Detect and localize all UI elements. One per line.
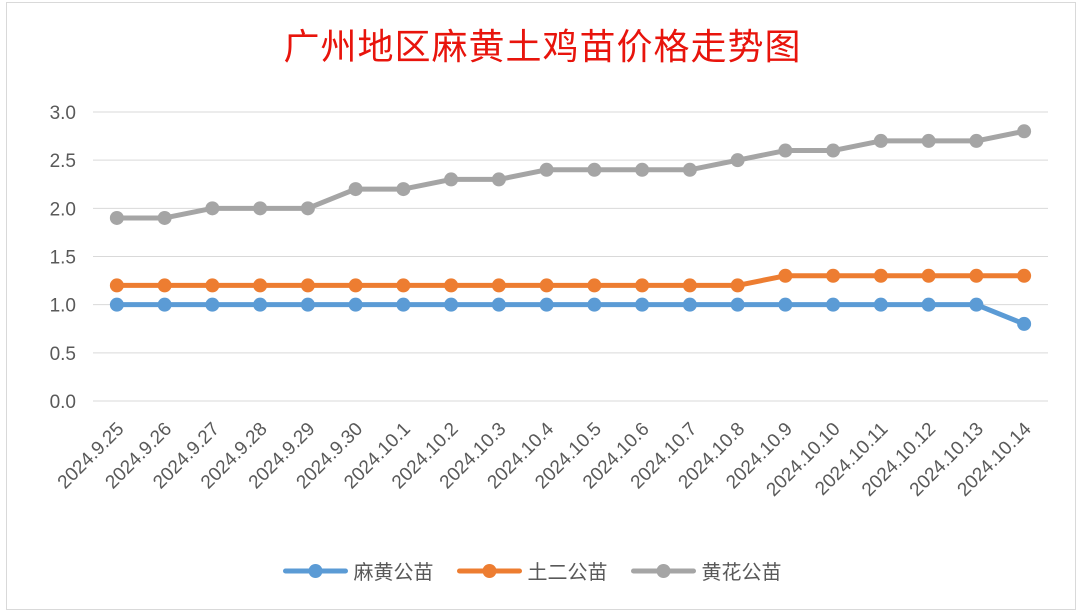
data-point	[826, 297, 841, 312]
data-point	[635, 162, 650, 177]
data-point	[157, 210, 172, 225]
data-point	[396, 278, 411, 293]
legend-label: 麻黄公苗	[354, 560, 434, 584]
data-point	[205, 278, 220, 293]
data-point	[539, 162, 554, 177]
data-point	[778, 268, 793, 283]
y-axis-ticks: 0.0 0.5 1.0 1.5 2.0 2.5 3.0	[50, 103, 76, 413]
data-point	[969, 133, 984, 148]
data-point	[109, 278, 124, 293]
data-point	[300, 297, 315, 312]
series-line	[114, 302, 1027, 327]
y-tick-label: 2.5	[50, 151, 76, 172]
legend-entry: 麻黄公苗	[283, 560, 434, 584]
data-point	[969, 297, 984, 312]
y-tick-label: 0.0	[50, 392, 76, 413]
data-point	[109, 210, 124, 225]
data-point	[253, 278, 268, 293]
data-point	[253, 201, 268, 216]
legend-marker	[308, 564, 323, 578]
data-point	[826, 143, 841, 158]
legend-label: 土二公苗	[528, 560, 608, 584]
data-point	[491, 278, 506, 293]
legend-marker	[656, 564, 671, 578]
data-point	[969, 268, 984, 283]
y-tick-label: 0.5	[50, 344, 76, 365]
data-point	[109, 297, 124, 312]
data-point	[826, 268, 841, 283]
data-point	[539, 297, 554, 312]
data-point	[348, 278, 363, 293]
y-tick-label: 2.0	[50, 199, 76, 220]
data-point	[635, 278, 650, 293]
data-point	[873, 297, 888, 312]
data-point	[778, 143, 793, 158]
data-point	[682, 297, 697, 312]
data-point	[873, 268, 888, 283]
data-point	[444, 297, 459, 312]
legend-label: 黄花公苗	[702, 560, 782, 584]
data-point	[157, 297, 172, 312]
data-point	[730, 153, 745, 168]
data-point	[491, 172, 506, 187]
series-2	[109, 268, 1032, 293]
data-point	[348, 182, 363, 197]
data-point	[300, 201, 315, 216]
data-point	[205, 297, 220, 312]
series-1	[109, 297, 1032, 331]
legend-marker	[482, 564, 497, 578]
data-point	[300, 278, 315, 293]
data-point	[921, 268, 936, 283]
data-point	[444, 172, 459, 187]
data-point	[253, 297, 268, 312]
series-lines	[109, 124, 1032, 331]
data-point	[730, 297, 745, 312]
y-tick-label: 3.0	[50, 103, 76, 124]
y-tick-label: 1.5	[50, 248, 76, 269]
data-point	[778, 297, 793, 312]
data-point	[396, 182, 411, 197]
chart-title: 广州地区麻黄土鸡苗价格走势图	[283, 27, 802, 68]
data-point	[1017, 124, 1032, 139]
legend-entry: 黄花公苗	[631, 560, 782, 584]
data-point	[682, 162, 697, 177]
data-point	[444, 278, 459, 293]
data-point	[205, 201, 220, 216]
data-point	[873, 133, 888, 148]
data-point	[1017, 316, 1032, 331]
series-line	[114, 273, 1027, 288]
data-point	[682, 278, 697, 293]
data-point	[587, 162, 602, 177]
data-point	[921, 297, 936, 312]
data-point	[1017, 268, 1032, 283]
x-axis-ticks: 2024.9.252024.9.262024.9.272024.9.282024…	[54, 418, 1036, 500]
legend-entry: 土二公苗	[457, 560, 608, 584]
data-point	[157, 278, 172, 293]
data-point	[587, 297, 602, 312]
data-point	[396, 297, 411, 312]
data-point	[348, 297, 363, 312]
data-point	[587, 278, 602, 293]
series-3	[109, 124, 1032, 225]
data-point	[491, 297, 506, 312]
series-line	[114, 128, 1027, 221]
data-point	[539, 278, 554, 293]
y-tick-label: 1.0	[50, 296, 76, 317]
data-point	[730, 278, 745, 293]
data-point	[635, 297, 650, 312]
legend: 麻黄公苗 土二公苗 黄花公苗	[283, 560, 782, 584]
data-point	[921, 133, 936, 148]
gridlines	[93, 111, 1048, 402]
